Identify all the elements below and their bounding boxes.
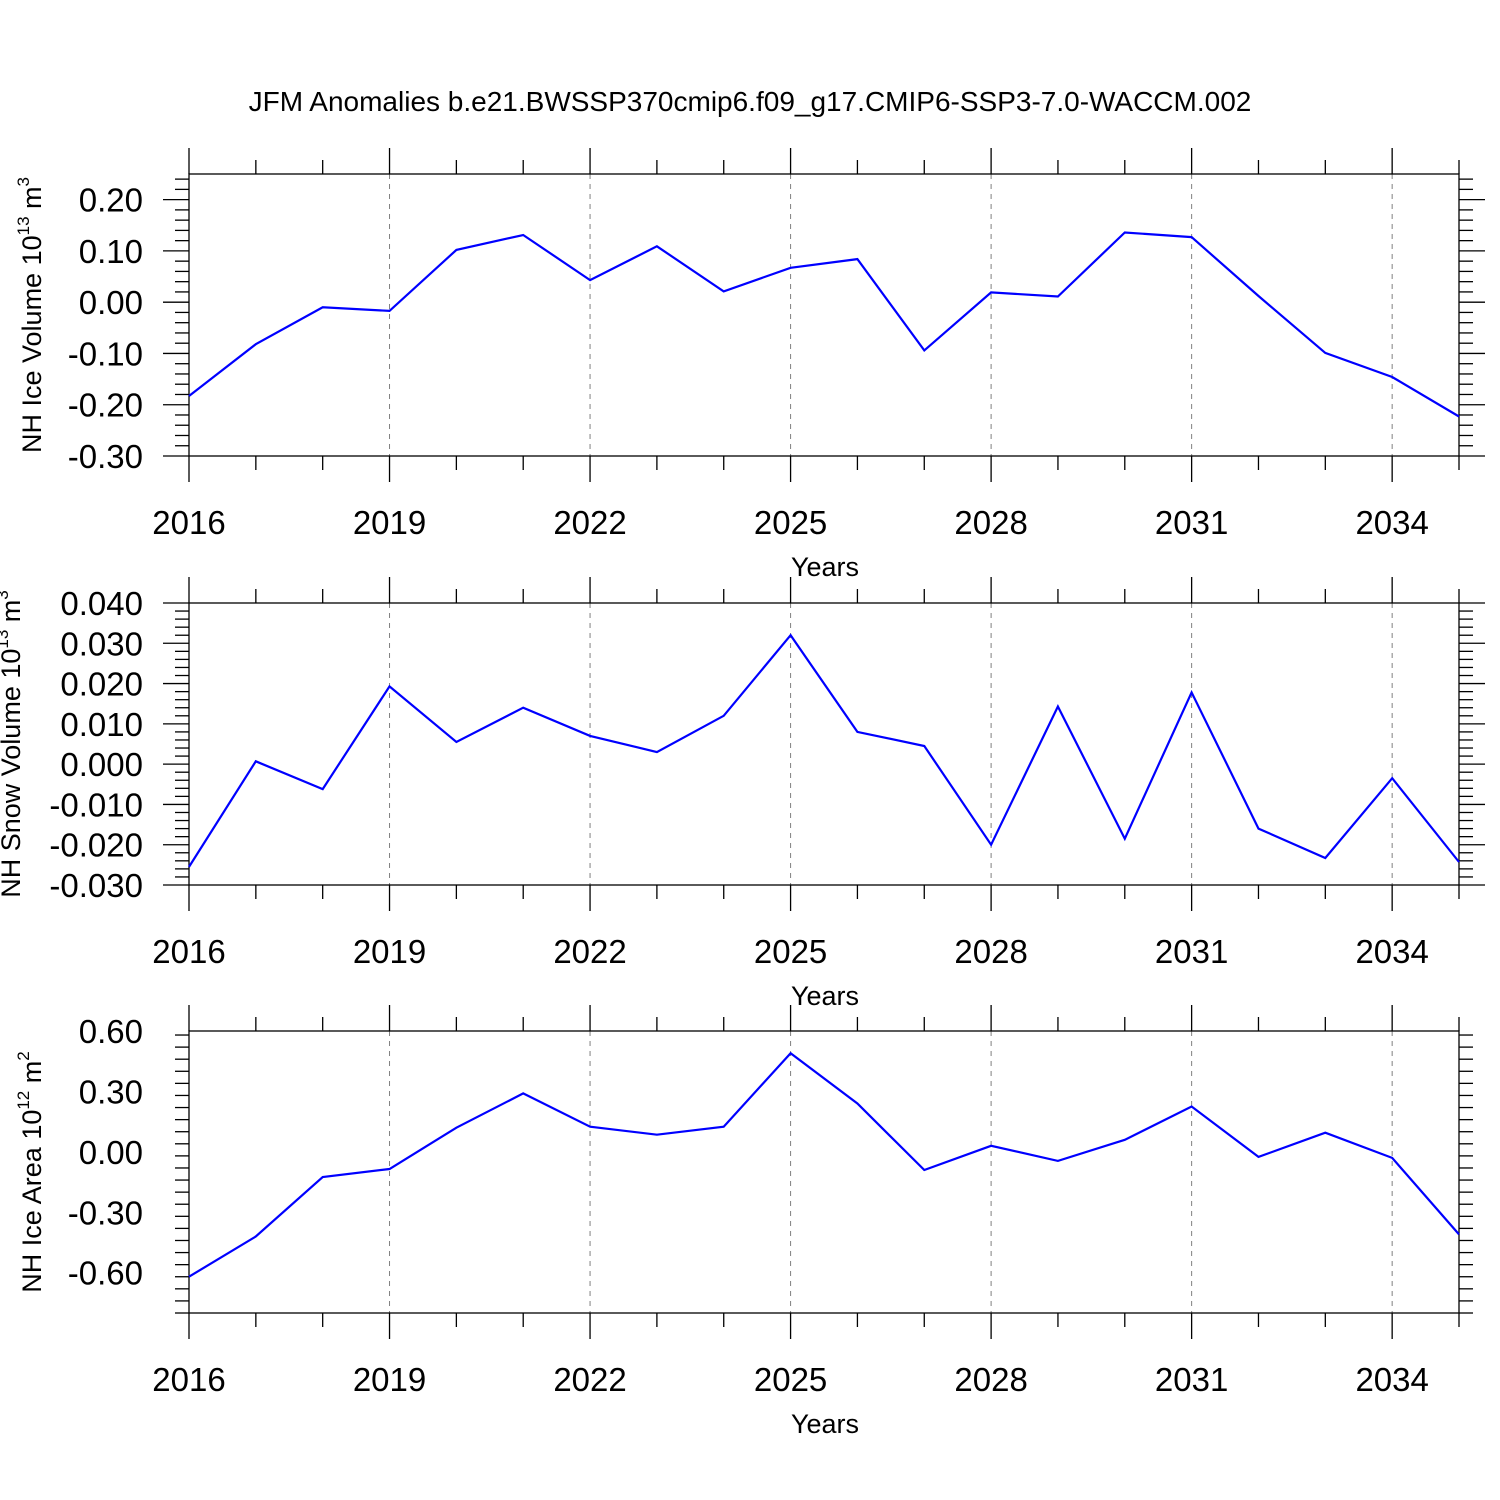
y-axis-label-unit-exponent: 3: [14, 177, 33, 186]
y-axis-label-unit: m: [17, 186, 47, 216]
y-tick-label: 0.00: [79, 1134, 143, 1171]
x-axis-label: Years: [791, 1409, 859, 1439]
y-axis-label-exponent: 13: [14, 216, 33, 235]
x-tick-label: 2025: [754, 1361, 827, 1398]
chart-panel-1: 2016 2019 2022 2025 2028 2031 2034 Years -0.30 -0…: [14, 148, 1485, 582]
x-axis-label: Years: [791, 552, 859, 582]
y-tick-label: -0.010: [49, 786, 143, 823]
y-tick-label: 0.010: [60, 706, 143, 743]
y-axis-label-main: NH Snow Volume 10: [0, 649, 26, 898]
y-axis-label-main: NH Ice Volume 10: [17, 235, 47, 453]
y-tick-label: -0.20: [68, 387, 143, 424]
x-tick-label: 2031: [1155, 933, 1228, 970]
y-axis-label: NH Snow Volume 1013 m3: [0, 590, 26, 898]
y-tick-label: -0.60: [68, 1255, 143, 1292]
y-axis-label: NH Ice Area 1012 m2: [14, 1051, 47, 1292]
y-axis-label: NH Ice Volume 1013 m3: [14, 177, 47, 453]
x-axis-label: Years: [791, 981, 859, 1011]
y-tick-label: -0.020: [49, 827, 143, 864]
y-axis-label-unit-exponent: 2: [14, 1051, 33, 1060]
y-tick-label: 0.020: [60, 666, 143, 703]
x-tick-label: 2034: [1355, 1361, 1428, 1398]
x-tick-label: 2028: [954, 1361, 1027, 1398]
y-tick-label: -0.030: [49, 867, 143, 904]
x-tick-label: 2028: [954, 504, 1027, 541]
plot-frame: [188, 1030, 1460, 1314]
y-axis-label-main: NH Ice Area 10: [17, 1110, 47, 1293]
x-tick-label: 2025: [754, 504, 827, 541]
x-tick-label: 2022: [553, 504, 626, 541]
x-tick-label: 2034: [1355, 504, 1428, 541]
x-tick-label: 2022: [553, 933, 626, 970]
series-line: [188, 1051, 1460, 1278]
series-line: [188, 633, 1460, 868]
chart-panel-3: 2016 2019 2022 2025 2028 2031 2034 Years -0.60 -0…: [14, 1005, 1473, 1439]
y-axis-label-exponent: 13: [0, 630, 12, 649]
y-axis-label-exponent: 12: [14, 1091, 33, 1110]
y-axis-label-unit: m: [0, 600, 26, 630]
x-tick-label: 2025: [754, 933, 827, 970]
x-tick-label: 2016: [152, 1361, 225, 1398]
figure-title: JFM Anomalies b.e21.BWSSP370cmip6.f09_g1…: [249, 86, 1252, 117]
x-tick-label: 2019: [353, 933, 426, 970]
series-line: [188, 231, 1460, 418]
x-tick-label: 2031: [1155, 1361, 1228, 1398]
y-tick-label: -0.10: [68, 335, 143, 372]
x-tick-label: 2016: [152, 504, 225, 541]
y-tick-label: 0.10: [79, 233, 143, 270]
y-tick-label: 0.20: [79, 182, 143, 219]
plot-frame: [188, 173, 1460, 457]
y-tick-label: -0.30: [68, 438, 143, 475]
y-tick-label: -0.30: [68, 1194, 143, 1231]
y-tick-label: 0.30: [79, 1073, 143, 1110]
x-tick-label: 2019: [353, 504, 426, 541]
y-tick-label: 0.040: [60, 585, 143, 622]
y-tick-label: 0.00: [79, 284, 143, 321]
x-tick-label: 2022: [553, 1361, 626, 1398]
y-axis-label-unit: m: [17, 1061, 47, 1091]
plot-frame: [188, 602, 1460, 886]
x-tick-label: 2034: [1355, 933, 1428, 970]
x-tick-label: 2019: [353, 1361, 426, 1398]
x-tick-label: 2031: [1155, 504, 1228, 541]
chart-panel-2: 2016 2019 2022 2025 2028 2031 2034Years-0.030-…: [0, 577, 1485, 1011]
y-tick-label: 0.60: [79, 1013, 143, 1050]
y-axis-label-unit-exponent: 3: [0, 590, 12, 599]
x-tick-label: 2016: [152, 933, 225, 970]
x-tick-label: 2028: [954, 933, 1027, 970]
y-tick-label: 0.000: [60, 746, 143, 783]
y-tick-label: 0.030: [60, 625, 143, 662]
